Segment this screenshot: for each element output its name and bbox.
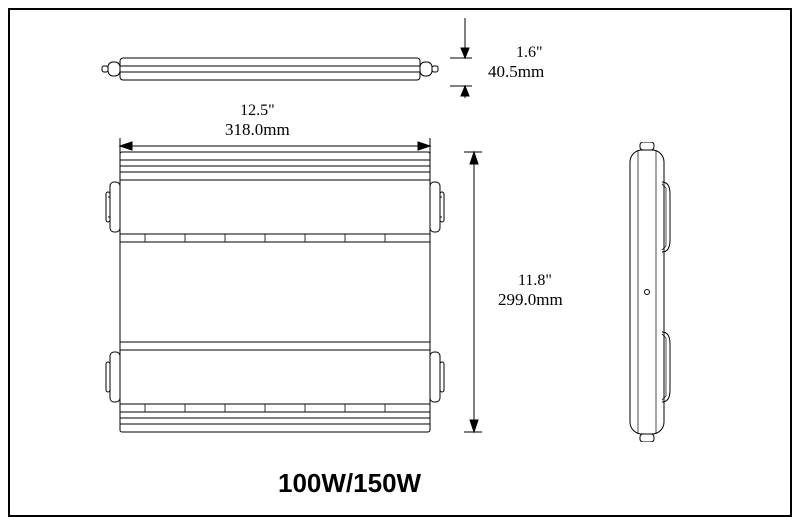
front-view — [105, 142, 445, 442]
thickness-inches: 1.6" — [488, 44, 544, 62]
wattage-label: 100W/150W — [278, 468, 421, 499]
width-inches: 12.5" — [225, 102, 290, 120]
width-mm: 318.0mm — [225, 120, 290, 140]
side-view — [612, 142, 682, 442]
dim-arrow-thickness — [450, 10, 490, 100]
thickness-mm: 40.5mm — [488, 62, 544, 82]
height-inches: 11.8" — [498, 272, 563, 290]
dim-arrow-height — [462, 142, 492, 442]
top-view — [100, 44, 440, 94]
dim-thickness-label: 1.6" 40.5mm — [488, 44, 544, 82]
dim-height-label: 11.8" 299.0mm — [498, 272, 563, 310]
dim-width-label: 12.5" 318.0mm — [225, 102, 290, 140]
dim-arrow-width — [105, 136, 445, 166]
height-mm: 299.0mm — [498, 290, 563, 310]
